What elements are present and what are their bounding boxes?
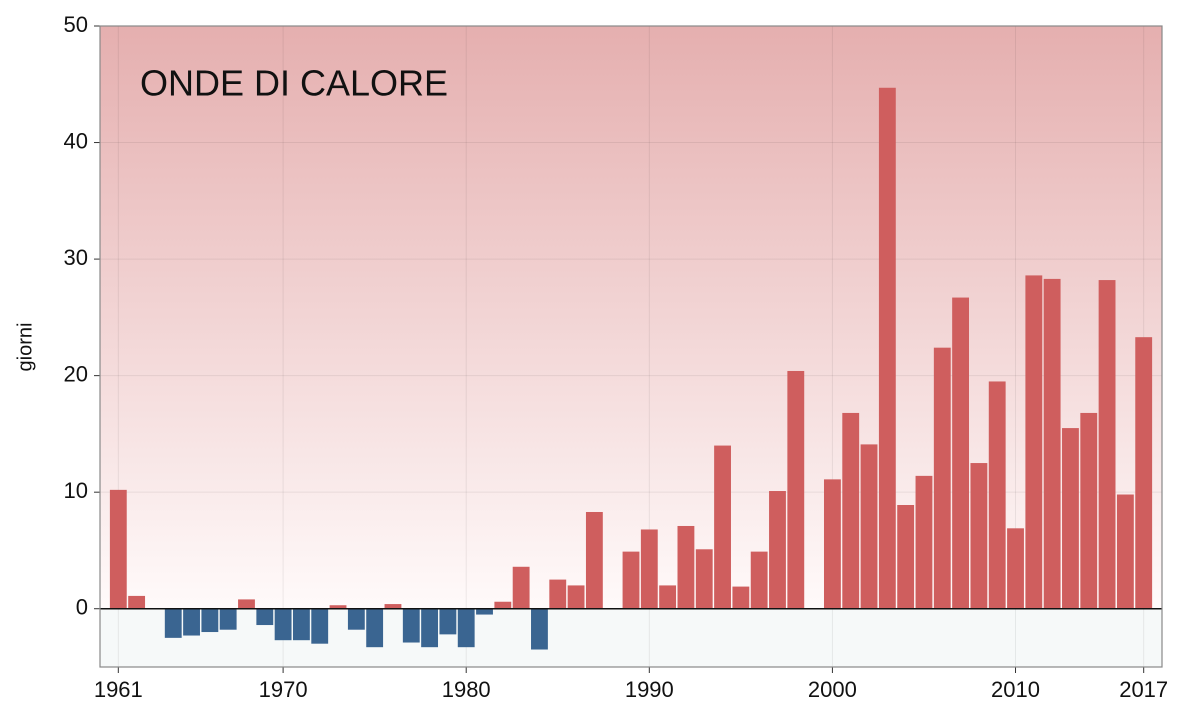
bar [109,489,127,609]
bar [1007,528,1024,609]
bar [1025,275,1043,609]
bar [1116,494,1134,609]
y-tick-label: 30 [64,245,88,270]
bar [860,444,878,609]
bar [915,475,933,609]
bar [311,608,329,644]
bar [366,608,384,648]
bar [219,608,237,630]
bar [1043,278,1061,609]
x-tick-label: 2010 [991,677,1040,702]
x-tick-label: 1980 [442,677,491,702]
bar [659,585,677,609]
bar [897,505,915,609]
x-tick-label: 2000 [808,677,857,702]
bar [201,608,219,633]
bar [677,525,695,609]
bar [457,608,475,648]
bar [640,529,658,609]
y-tick-label: 10 [64,478,88,503]
bar [494,601,512,609]
bar [329,605,347,609]
bar [1080,412,1098,609]
bar [1062,428,1079,609]
bar [787,370,805,609]
bar [567,585,585,609]
y-axis-label: giorni [14,323,36,372]
x-tick-label: 1961 [94,677,143,702]
bar [256,608,274,626]
bar [732,586,750,609]
bar [183,608,200,636]
bar [585,511,603,609]
plot-frame [99,25,1163,668]
bar [476,608,493,615]
bar [347,608,365,630]
chart-title: ONDE DI CALORE [140,63,448,104]
bar [128,595,146,609]
bar [842,412,860,609]
bar [933,347,951,609]
bar [292,608,310,641]
y-tick-label: 40 [64,128,88,153]
bar [274,608,292,641]
bar [384,604,402,609]
x-tick-label: 1990 [625,677,674,702]
bar [695,549,713,609]
bar [512,566,530,609]
bar [714,445,731,609]
bar [769,491,786,609]
bar [1098,280,1116,609]
x-tick-label: 1970 [259,677,308,702]
bar [402,608,420,643]
bar [878,87,896,609]
y-tick-label: 0 [76,595,88,620]
bar [988,381,1006,609]
bar [970,463,988,609]
bar [823,479,841,609]
bar [164,608,182,638]
bar [549,579,567,609]
bar [1135,337,1153,609]
x-tick-label: 2017 [1119,677,1168,702]
y-tick-label: 20 [64,361,88,386]
bar [622,551,640,609]
bar [421,608,439,648]
bar [531,608,548,650]
bar [750,551,768,609]
y-tick-label: 50 [64,12,88,37]
bar [439,608,457,635]
bar [238,599,255,609]
bar [952,297,970,609]
